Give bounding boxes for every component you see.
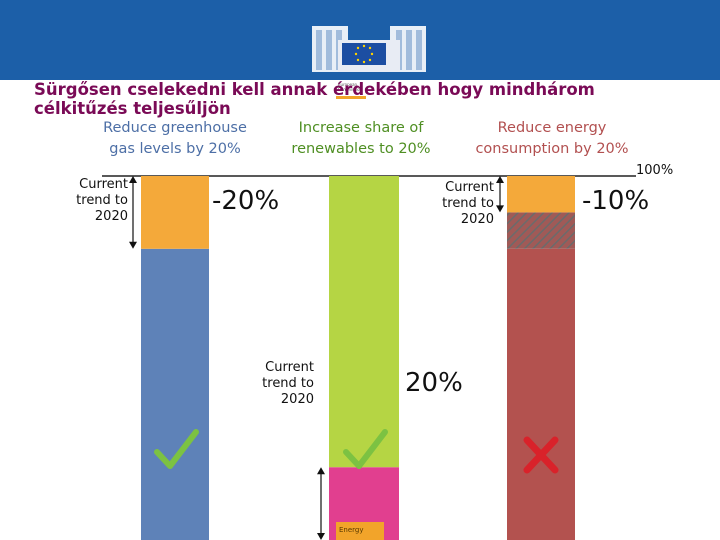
- bar-segment-2-2: [507, 176, 575, 213]
- trend-arrow-head-bottom-2: [496, 205, 504, 213]
- header-energy-line-1: Reduce energy: [497, 120, 607, 136]
- outcome-marks-layer: [154, 429, 559, 474]
- header-energy-line-2: consumption by 20%: [475, 141, 629, 157]
- cross-icon-2: [523, 436, 559, 474]
- arrows-layer: [129, 176, 504, 540]
- header-greenhouse: Reduce greenhouse gas levels by 20%: [80, 118, 270, 160]
- bars-layer: [102, 175, 636, 540]
- logo-underline: [336, 96, 366, 99]
- trend-arrow-head-bottom-0: [129, 241, 137, 249]
- bar-segment-1-1: [329, 176, 399, 468]
- trend-arrow-head-top-2: [496, 176, 504, 183]
- trend-arrow-head-top-0: [129, 176, 137, 183]
- header-greenhouse-line-2: gas levels by 20%: [109, 141, 241, 157]
- trend-label-energy: Current trend to 2020: [442, 180, 494, 227]
- trend-label-renewables: Current trend to 2020: [262, 360, 314, 407]
- header-renewables-line-1: Increase share of: [298, 120, 424, 136]
- bar-segment-0-0: [141, 248, 209, 540]
- reference-label: 100%: [636, 163, 674, 178]
- header-renewables-line-2: renewables to 20%: [291, 141, 431, 157]
- header-greenhouse-line-1: Reduce greenhouse: [103, 120, 247, 136]
- logo-text: European Commission: [338, 82, 363, 92]
- check-icon-1: [343, 429, 388, 469]
- target-label-renewables: 20%: [405, 368, 463, 398]
- trend-arrow-head-bottom-1: [317, 533, 325, 540]
- target-label-energy: -10%: [582, 186, 650, 216]
- target-label-greenhouse: -20%: [212, 186, 280, 216]
- trend-arrow-head-top-1: [317, 467, 325, 475]
- page-title: Sürgősen cselekedni kell annak érdekében…: [34, 80, 595, 118]
- energy-badge: Energy: [336, 522, 384, 540]
- european-commission-logo: [312, 26, 426, 72]
- check-icon-0: [154, 429, 199, 469]
- header-renewables: Increase share of renewables to 20%: [270, 118, 452, 160]
- bar-segment-2-0: [507, 248, 575, 540]
- energy-badge-label: Energy: [339, 526, 364, 534]
- bar-segment-2-1: [507, 212, 575, 249]
- header-energy: Reduce energy consumption by 20%: [452, 118, 652, 160]
- bar-segment-0-1: [141, 176, 209, 249]
- title-line-2: célkitűzés teljesűljön: [34, 99, 231, 118]
- cross-stroke-b: [523, 436, 559, 474]
- trend-label-greenhouse: Current trend to 2020: [76, 177, 128, 224]
- title-line-1: Sürgősen cselekedni kell annak érdekében…: [34, 80, 595, 99]
